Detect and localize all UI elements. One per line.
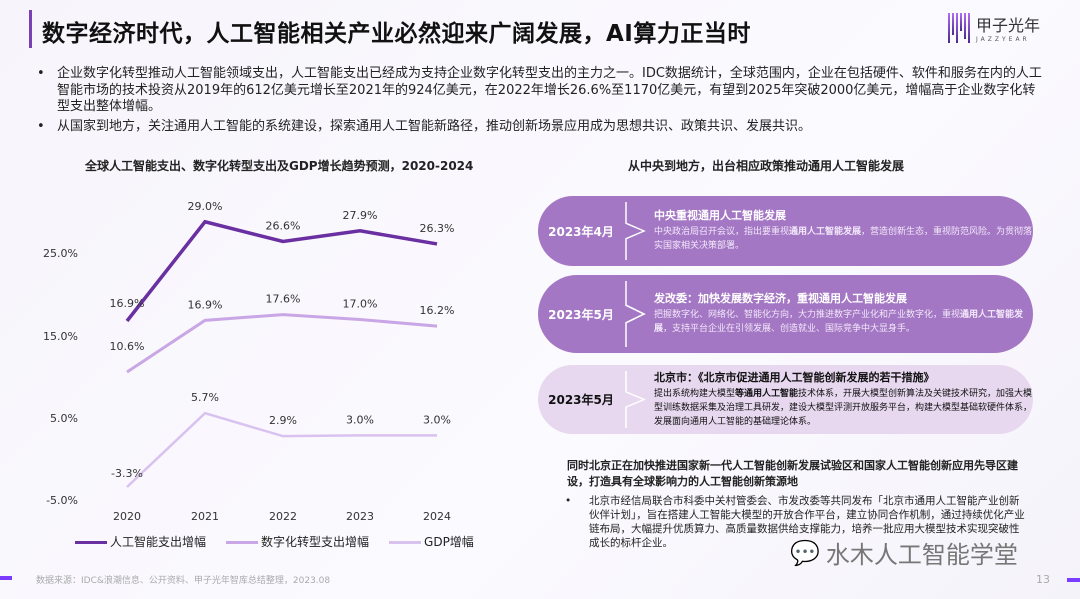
policy-head: 中央重视通用人工智能发展	[654, 209, 786, 222]
bullet-item: 从国家到地方，关注通用人工智能的系统建设，探索通用人工智能新路径，推动创新场景应…	[35, 119, 1045, 136]
policy-date: 2023年4月	[548, 224, 614, 239]
chevron-divider	[624, 281, 648, 347]
x-tick-label: 2023	[346, 510, 374, 523]
x-tick-label: 2024	[423, 510, 451, 523]
policy-head: 发改委：加快发展数字经济，重视通用人工智能发展	[654, 292, 907, 305]
policy-card: 2023年4月 中央重视通用人工智能发展 中央政治局召开会议，指出要重视通用人工智…	[538, 196, 1033, 266]
y-tick-label: 5.0%	[50, 412, 78, 425]
title-accent	[29, 10, 39, 48]
data-label: 17.0%	[343, 298, 378, 311]
x-tick-label: 2022	[269, 510, 297, 523]
bullet-list: 企业数字化转型推动人工智能领域支出，人工智能支出已经成为支持企业数字化转型支出的…	[35, 66, 1045, 138]
series-line	[125, 219, 438, 323]
watermark: 💬 水木人工智能学堂	[790, 538, 1018, 570]
footer-accent	[0, 576, 12, 580]
data-label: 26.3%	[420, 222, 455, 235]
chevron-divider	[624, 371, 648, 428]
series-line	[126, 313, 438, 374]
series-line	[126, 411, 437, 488]
y-tick-label: 15.0%	[43, 330, 78, 343]
data-label: 3.0%	[423, 413, 451, 426]
data-label: -3.3%	[111, 467, 143, 480]
page-title: 数字经济时代，人工智能相关产业必然迎来广阔发展，AI算力正当时	[42, 21, 751, 47]
footer-accent	[1067, 578, 1080, 582]
chart-legend: 人工智能支出增幅 数字化转型支出增幅 GDP增幅	[75, 533, 474, 550]
legend-item: 人工智能支出增幅	[75, 533, 206, 550]
beijing-title: 同时北京正在加快推进国家新一代人工智能创新发展试验区和国家人工智能创新应用先导区…	[567, 459, 1018, 488]
y-tick-label: -5.0%	[46, 494, 78, 507]
data-label: 16.9%	[110, 297, 145, 310]
data-label: 26.6%	[266, 219, 301, 232]
beijing-text: 北京市经信局联合市科委中关村管委会、市发改委等共同发布「北京市通用人工智能产业创…	[565, 494, 1027, 550]
data-label: 29.0%	[188, 200, 223, 213]
logo-text: 甲子光年	[976, 16, 1041, 35]
bullet-item: 企业数字化转型推动人工智能领域支出，人工智能支出已经成为支持企业数字化转型支出的…	[35, 66, 1045, 116]
logo: 甲子光年 JAZZYEAR	[948, 12, 1040, 43]
data-label: 2.9%	[269, 414, 297, 427]
data-source: 数据来源：IDC&浪潮信息、公开资料、甲子光年智库总结整理，2023.08	[36, 576, 331, 586]
data-label: 10.6%	[110, 340, 145, 353]
data-label: 17.6%	[266, 293, 301, 306]
policy-date: 2023年5月	[548, 307, 614, 322]
line-chart: 25.0% 15.0% 5.0% -5.0% 2020 2021 2022 2023 2024 1…	[43, 200, 455, 523]
policy-title: 从中央到地方，出台相应政策推动通用人工智能发展	[628, 159, 905, 173]
data-label: 16.2%	[420, 304, 455, 317]
logo-icon	[948, 12, 970, 43]
policy-date: 2023年5月	[548, 393, 614, 407]
y-tick-label: 25.0%	[43, 247, 78, 260]
chevron-divider	[624, 202, 648, 260]
wechat-icon: 💬	[790, 538, 820, 567]
data-label: 5.7%	[191, 391, 219, 404]
policy-head: 北京市：《北京市促进通用人工智能创新发展的若干措施》	[654, 370, 935, 384]
legend-item: 数字化转型支出增幅	[226, 533, 369, 550]
legend-item: GDP增幅	[389, 533, 474, 550]
policy-card: 2023年5月 发改委：加快发展数字经济，重视通用人工智能发展 把握数字化、网络化…	[538, 275, 1033, 353]
data-label: 3.0%	[346, 413, 374, 426]
data-label: 27.9%	[343, 209, 378, 222]
logo-sub: JAZZYEAR	[976, 36, 1030, 43]
policy-card: 2023年5月 北京市：《北京市促进通用人工智能创新发展的若干措施》 提出系统构建…	[538, 365, 1033, 434]
x-tick-label: 2020	[113, 510, 141, 523]
page-number: 13	[1036, 573, 1050, 586]
data-label: 16.9%	[188, 298, 223, 311]
x-tick-label: 2021	[191, 510, 219, 523]
chart-title: 全球人工智能支出、数字化转型支出及GDP增长趋势预测，2020-2024	[85, 159, 474, 173]
